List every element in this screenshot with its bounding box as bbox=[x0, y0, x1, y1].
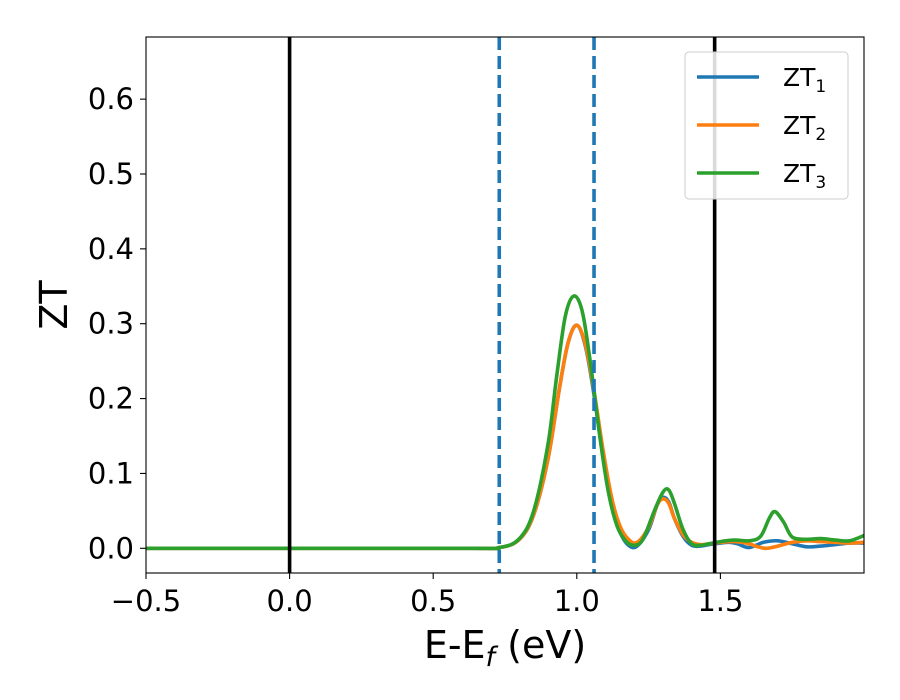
x-axis-title: E-Ef (eV) bbox=[424, 623, 586, 673]
y-tick-label: 0.1 bbox=[88, 456, 134, 490]
x-axis-title-unit: (eV) bbox=[495, 623, 586, 667]
legend-label-zt2: ZT2 bbox=[783, 111, 826, 145]
y-tick-label: 0.2 bbox=[88, 382, 134, 416]
legend-label-zt3: ZT3 bbox=[783, 159, 826, 193]
plot-frame bbox=[145, 36, 865, 574]
series-layer bbox=[145, 294, 865, 551]
x-axis: −0.5 0.0 0.5 1.0 1.5 bbox=[111, 573, 743, 618]
y-tick-label: 0.3 bbox=[88, 307, 134, 341]
y-tick-label: 0.5 bbox=[88, 157, 134, 191]
y-tick-label: 0.4 bbox=[88, 232, 134, 266]
x-tick-label: 1.0 bbox=[554, 584, 600, 618]
legend-frame bbox=[684, 51, 849, 200]
y-tick-label: 0.0 bbox=[88, 531, 134, 565]
y-tick-label: 0.6 bbox=[88, 82, 134, 116]
x-axis-title-main: E-E bbox=[424, 623, 486, 667]
x-tick-label: 0.5 bbox=[410, 584, 456, 618]
legend-label-zt1: ZT1 bbox=[783, 63, 826, 97]
legend: ZT1 ZT2 ZT3 bbox=[684, 51, 849, 200]
x-tick-label: 1.5 bbox=[697, 584, 743, 618]
y-axis: 0.0 0.1 0.2 0.3 0.4 0.5 0.6 bbox=[88, 82, 146, 565]
x-tick-label: −0.5 bbox=[111, 584, 181, 618]
series-line-zt3 bbox=[145, 294, 865, 551]
y-axis-title: ZT bbox=[32, 280, 76, 330]
x-tick-label: 0.0 bbox=[267, 584, 313, 618]
legend-entries: ZT1 ZT2 ZT3 bbox=[697, 63, 826, 193]
